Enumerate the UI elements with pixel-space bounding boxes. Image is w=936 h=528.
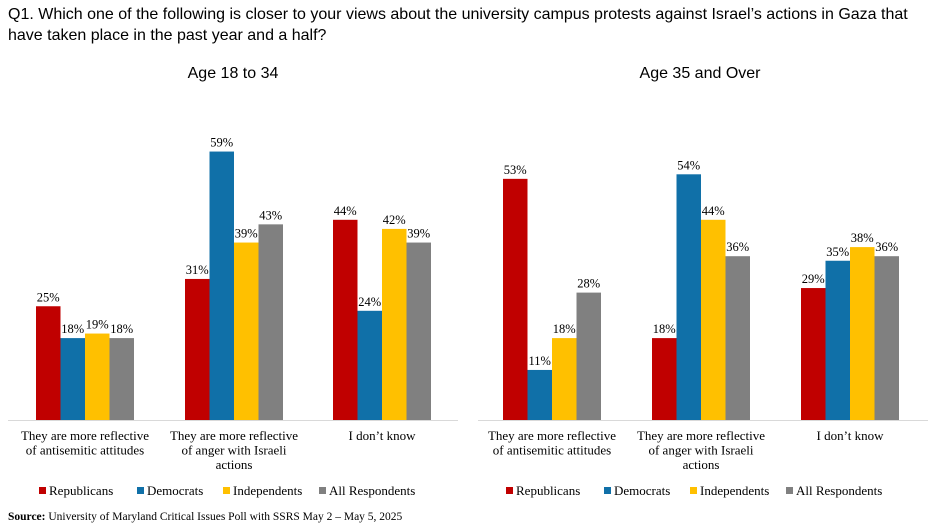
legend-swatch [604, 487, 611, 494]
chart-title-age-18-34: Age 18 to 34 [187, 65, 279, 82]
bar-independents [552, 338, 577, 420]
data-label: 54% [677, 158, 700, 172]
chart-title-age-35-over: Age 35 and Over [639, 65, 761, 82]
bar-democrats [825, 260, 850, 420]
data-label: 36% [726, 240, 749, 254]
category-label: I don’t know [817, 428, 885, 443]
category-label: They are more reflective [488, 428, 616, 443]
data-label: 18% [553, 322, 576, 336]
data-label: 11% [529, 354, 551, 368]
bar-all-respondents [725, 256, 750, 420]
data-label: 36% [875, 240, 898, 254]
legend-swatch [690, 487, 697, 494]
bar-republicans [36, 306, 61, 420]
legend-label: Democrats [614, 483, 670, 498]
data-label: 19% [86, 318, 109, 332]
bar-republicans [333, 219, 358, 420]
category-label: actions [216, 457, 253, 472]
category-label: They are more reflective [21, 428, 149, 443]
legend-label: All Respondents [329, 483, 415, 498]
source-note: Source: University of Maryland Critical … [8, 511, 402, 523]
bar-independents [701, 219, 726, 420]
bar-democrats [209, 151, 234, 421]
bar-republicans [801, 288, 826, 420]
category-label: They are more reflective [170, 428, 298, 443]
legend-label: Independents [233, 483, 302, 498]
legend-swatch [319, 487, 326, 494]
data-label: 53% [504, 163, 527, 177]
bar-republicans [185, 278, 210, 420]
data-label: 31% [186, 263, 209, 277]
bar-all-respondents [406, 242, 431, 420]
data-label: 43% [259, 208, 282, 222]
bar-all-respondents [874, 256, 899, 420]
category-label: of antisemitic attitudes [493, 443, 611, 458]
legend-label: Democrats [147, 483, 203, 498]
data-label: 29% [802, 272, 825, 286]
category-label: of anger with Israeli [648, 443, 753, 458]
category-label: They are more reflective [637, 428, 765, 443]
bar-independents [382, 228, 407, 420]
bar-all-respondents [258, 224, 283, 420]
data-label: 39% [235, 227, 258, 241]
data-label: 39% [407, 227, 430, 241]
source-label: Source: [8, 511, 46, 523]
legend-label: Republicans [49, 483, 113, 498]
legend-swatch [39, 487, 46, 494]
bar-independents [234, 242, 259, 420]
data-label: 59% [210, 136, 233, 150]
bar-democrats [60, 338, 85, 420]
bar-independents [850, 247, 875, 420]
legend-label: Independents [700, 483, 769, 498]
data-label: 24% [358, 295, 381, 309]
data-label: 18% [61, 322, 84, 336]
bar-republicans [652, 338, 677, 420]
bar-democrats [527, 369, 552, 420]
category-label: I don’t know [349, 428, 417, 443]
data-label: 38% [851, 231, 874, 245]
legend-swatch [223, 487, 230, 494]
legend-label: Republicans [516, 483, 580, 498]
bar-democrats [357, 310, 382, 420]
bar-democrats [676, 174, 701, 420]
data-label: 25% [37, 290, 60, 304]
bar-all-respondents [576, 292, 601, 420]
bar-republicans [503, 178, 528, 420]
data-label: 18% [110, 322, 133, 336]
data-label: 42% [383, 213, 406, 227]
legend-swatch [506, 487, 513, 494]
legend-swatch [137, 487, 144, 494]
data-label: 18% [653, 322, 676, 336]
legend-swatch [786, 487, 793, 494]
category-label: of antisemitic attitudes [26, 443, 144, 458]
data-label: 28% [577, 277, 600, 291]
data-label: 44% [334, 204, 357, 218]
category-label: actions [683, 457, 720, 472]
source-text: University of Maryland Critical Issues P… [48, 511, 403, 523]
data-label: 44% [702, 204, 725, 218]
data-label: 35% [826, 245, 849, 259]
legend-label: All Respondents [796, 483, 882, 498]
bar-independents [85, 333, 110, 420]
question-text: Q1. Which one of the following is closer… [8, 6, 908, 44]
category-label: of anger with Israeli [181, 443, 286, 458]
bar-all-respondents [109, 338, 134, 420]
